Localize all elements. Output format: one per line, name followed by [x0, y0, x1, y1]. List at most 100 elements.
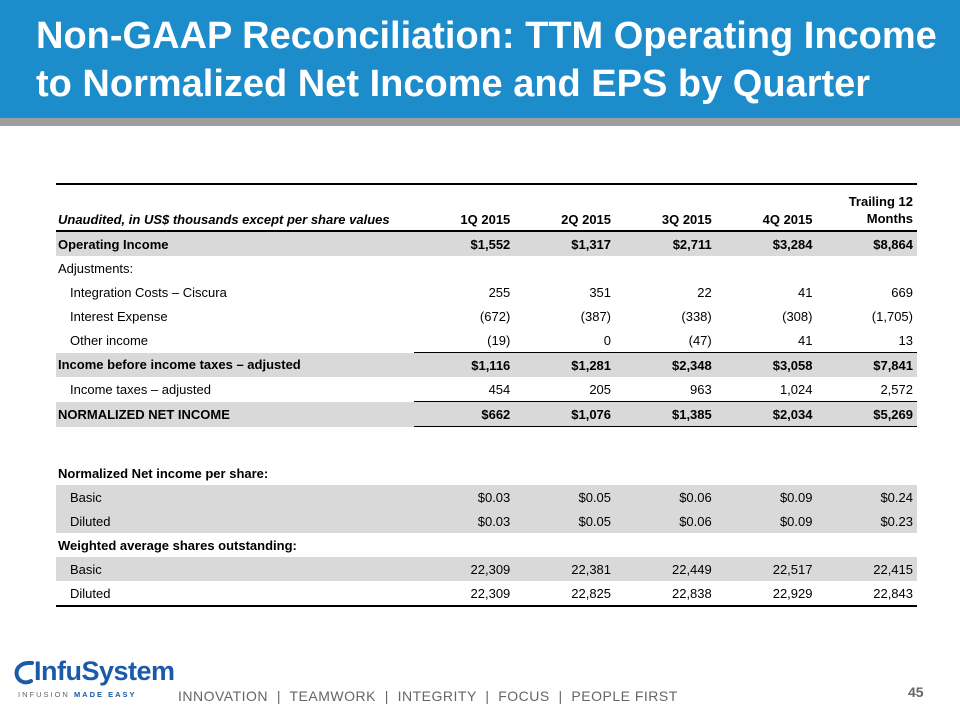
table-row-income-before-taxes: Income before income taxes – adjusted $1…: [56, 352, 917, 377]
logo-tagline: INFUSION MADE EASY: [18, 690, 137, 699]
cell: $7,841: [816, 352, 917, 377]
cell: 22,825: [571, 585, 612, 601]
cell: 205: [589, 381, 612, 397]
table-row-shares-heading: Weighted average shares outstanding:: [56, 533, 917, 557]
header-col-3: 3Q 2015: [661, 212, 712, 227]
cell: [816, 256, 917, 280]
table-row-shares-basic: Basic 22,309 22,381 22,449 22,517 22,415: [56, 557, 917, 581]
cell: 454: [488, 381, 511, 397]
title-divider: [0, 118, 960, 126]
cell: $0.09: [715, 485, 817, 509]
cell: $0.05: [514, 509, 616, 533]
cell: $5,269: [816, 401, 917, 427]
table-row-other-income: Other income (19) 0 (47) 41 13: [56, 328, 917, 353]
infusystem-logo: InfuSystem INFUSION MADE EASY: [14, 650, 175, 710]
cell: $2,034: [715, 401, 817, 427]
cell: 22,838: [671, 585, 712, 601]
cell: 41: [798, 284, 813, 300]
cell: $1,076: [514, 401, 616, 427]
row-label: Basic: [56, 485, 414, 509]
table-row-operating-income: Operating Income $1,552 $1,317 $2,711 $3…: [56, 231, 917, 256]
cell: 669: [891, 284, 913, 300]
cell: $3,284: [715, 231, 817, 256]
table-row-eps-diluted: Diluted $0.03 $0.05 $0.06 $0.09 $0.23: [56, 509, 917, 533]
cell: $2,711: [615, 231, 716, 256]
cell: $0.23: [816, 509, 917, 533]
table-row-interest-expense: Interest Expense (672) (387) (338) (308)…: [56, 304, 917, 328]
cell: $0.09: [715, 509, 817, 533]
cell: 22,929: [772, 585, 813, 601]
cell: (1,705): [871, 308, 913, 324]
cell: $0.05: [514, 485, 616, 509]
table-row-adjustments: Adjustments:: [56, 256, 917, 280]
reconciliation-table: Unaudited, in US$ thousands except per s…: [56, 183, 917, 607]
row-label: Basic: [56, 557, 414, 581]
cell: 22,309: [470, 585, 511, 601]
row-label: Other income: [70, 332, 149, 348]
cell: $0.06: [615, 485, 716, 509]
cell: 22,449: [615, 557, 716, 581]
cell: 255: [488, 284, 511, 300]
cell: $1,552: [413, 231, 515, 256]
table-header-row: Unaudited, in US$ thousands except per s…: [56, 184, 917, 231]
cell: (387): [580, 308, 612, 324]
cell: 22,415: [816, 557, 917, 581]
footer-values: INNOVATION | TEAMWORK | INTEGRITY | FOCU…: [178, 688, 678, 704]
cell: 41: [798, 332, 813, 348]
cell: 2,572: [880, 381, 913, 397]
cell: 22,309: [413, 557, 515, 581]
row-label: Integration Costs – Ciscura: [70, 284, 227, 300]
cell: 22,517: [715, 557, 817, 581]
cell: [615, 256, 716, 280]
cell: 1,024: [779, 381, 813, 397]
row-label: Adjustments:: [58, 260, 134, 276]
cell: $1,317: [514, 231, 616, 256]
cell: [514, 256, 615, 280]
cell: $8,864: [816, 231, 917, 256]
cell: 13: [898, 332, 913, 348]
header-col-4: 4Q 2015: [762, 212, 813, 227]
cell: $3,058: [715, 352, 817, 377]
table-row-integration-costs: Integration Costs – Ciscura 255 351 22 4…: [56, 280, 917, 304]
logo-swoosh-icon: [14, 660, 34, 685]
slide-title: Non-GAAP Reconciliation: TTM Operating I…: [36, 15, 937, 105]
cell: 22,843: [873, 585, 913, 601]
header-label: Unaudited, in US$ thousands except per s…: [58, 212, 390, 227]
header-col-1: 1Q 2015: [460, 212, 511, 227]
row-label: Normalized Net income per share:: [58, 465, 269, 481]
row-label: Income before income taxes – adjusted: [56, 352, 414, 377]
logo-tagline-bold: MADE EASY: [73, 690, 137, 699]
cell: [414, 256, 515, 280]
cell: 963: [690, 381, 712, 397]
row-label: Interest Expense: [70, 308, 168, 324]
cell: $0.24: [816, 485, 917, 509]
cell: (308): [782, 308, 813, 324]
header-col-5: Trailing 12 Months: [848, 194, 913, 226]
cell: $0.03: [413, 509, 515, 533]
header-col-2: 2Q 2015: [561, 212, 612, 227]
table-row-eps-basic: Basic $0.03 $0.05 $0.06 $0.09 $0.24: [56, 485, 917, 509]
table-row-normalized-net-income: NORMALIZED NET INCOME $662 $1,076 $1,385…: [56, 401, 917, 427]
cell: 22,381: [514, 557, 616, 581]
cell: (672): [479, 308, 511, 324]
cell: 22: [697, 284, 712, 300]
row-label: NORMALIZED NET INCOME: [56, 401, 414, 427]
cell: $1,281: [514, 352, 616, 377]
row-label: Income taxes – adjusted: [70, 381, 211, 397]
cell: (47): [688, 332, 712, 348]
cell: 0: [603, 332, 612, 348]
logo-tagline-plain: INFUSION: [18, 690, 70, 699]
logo-wordmark: InfuSystem: [34, 656, 175, 686]
table-row-eps-heading: Normalized Net income per share:: [56, 461, 917, 485]
cell: (19): [487, 332, 511, 348]
cell: [716, 256, 817, 280]
row-label: Diluted: [56, 509, 414, 533]
table-row-shares-diluted: Diluted 22,309 22,825 22,838 22,929 22,8…: [56, 581, 917, 606]
row-label: Diluted: [70, 585, 111, 601]
cell: 351: [589, 284, 612, 300]
cell: $2,348: [615, 352, 716, 377]
title-band: Non-GAAP Reconciliation: TTM Operating I…: [0, 0, 960, 118]
table-row-income-taxes: Income taxes – adjusted 454 205 963 1,02…: [56, 377, 917, 402]
row-label: Operating Income: [56, 231, 414, 256]
table-spacer-row: [56, 426, 917, 461]
